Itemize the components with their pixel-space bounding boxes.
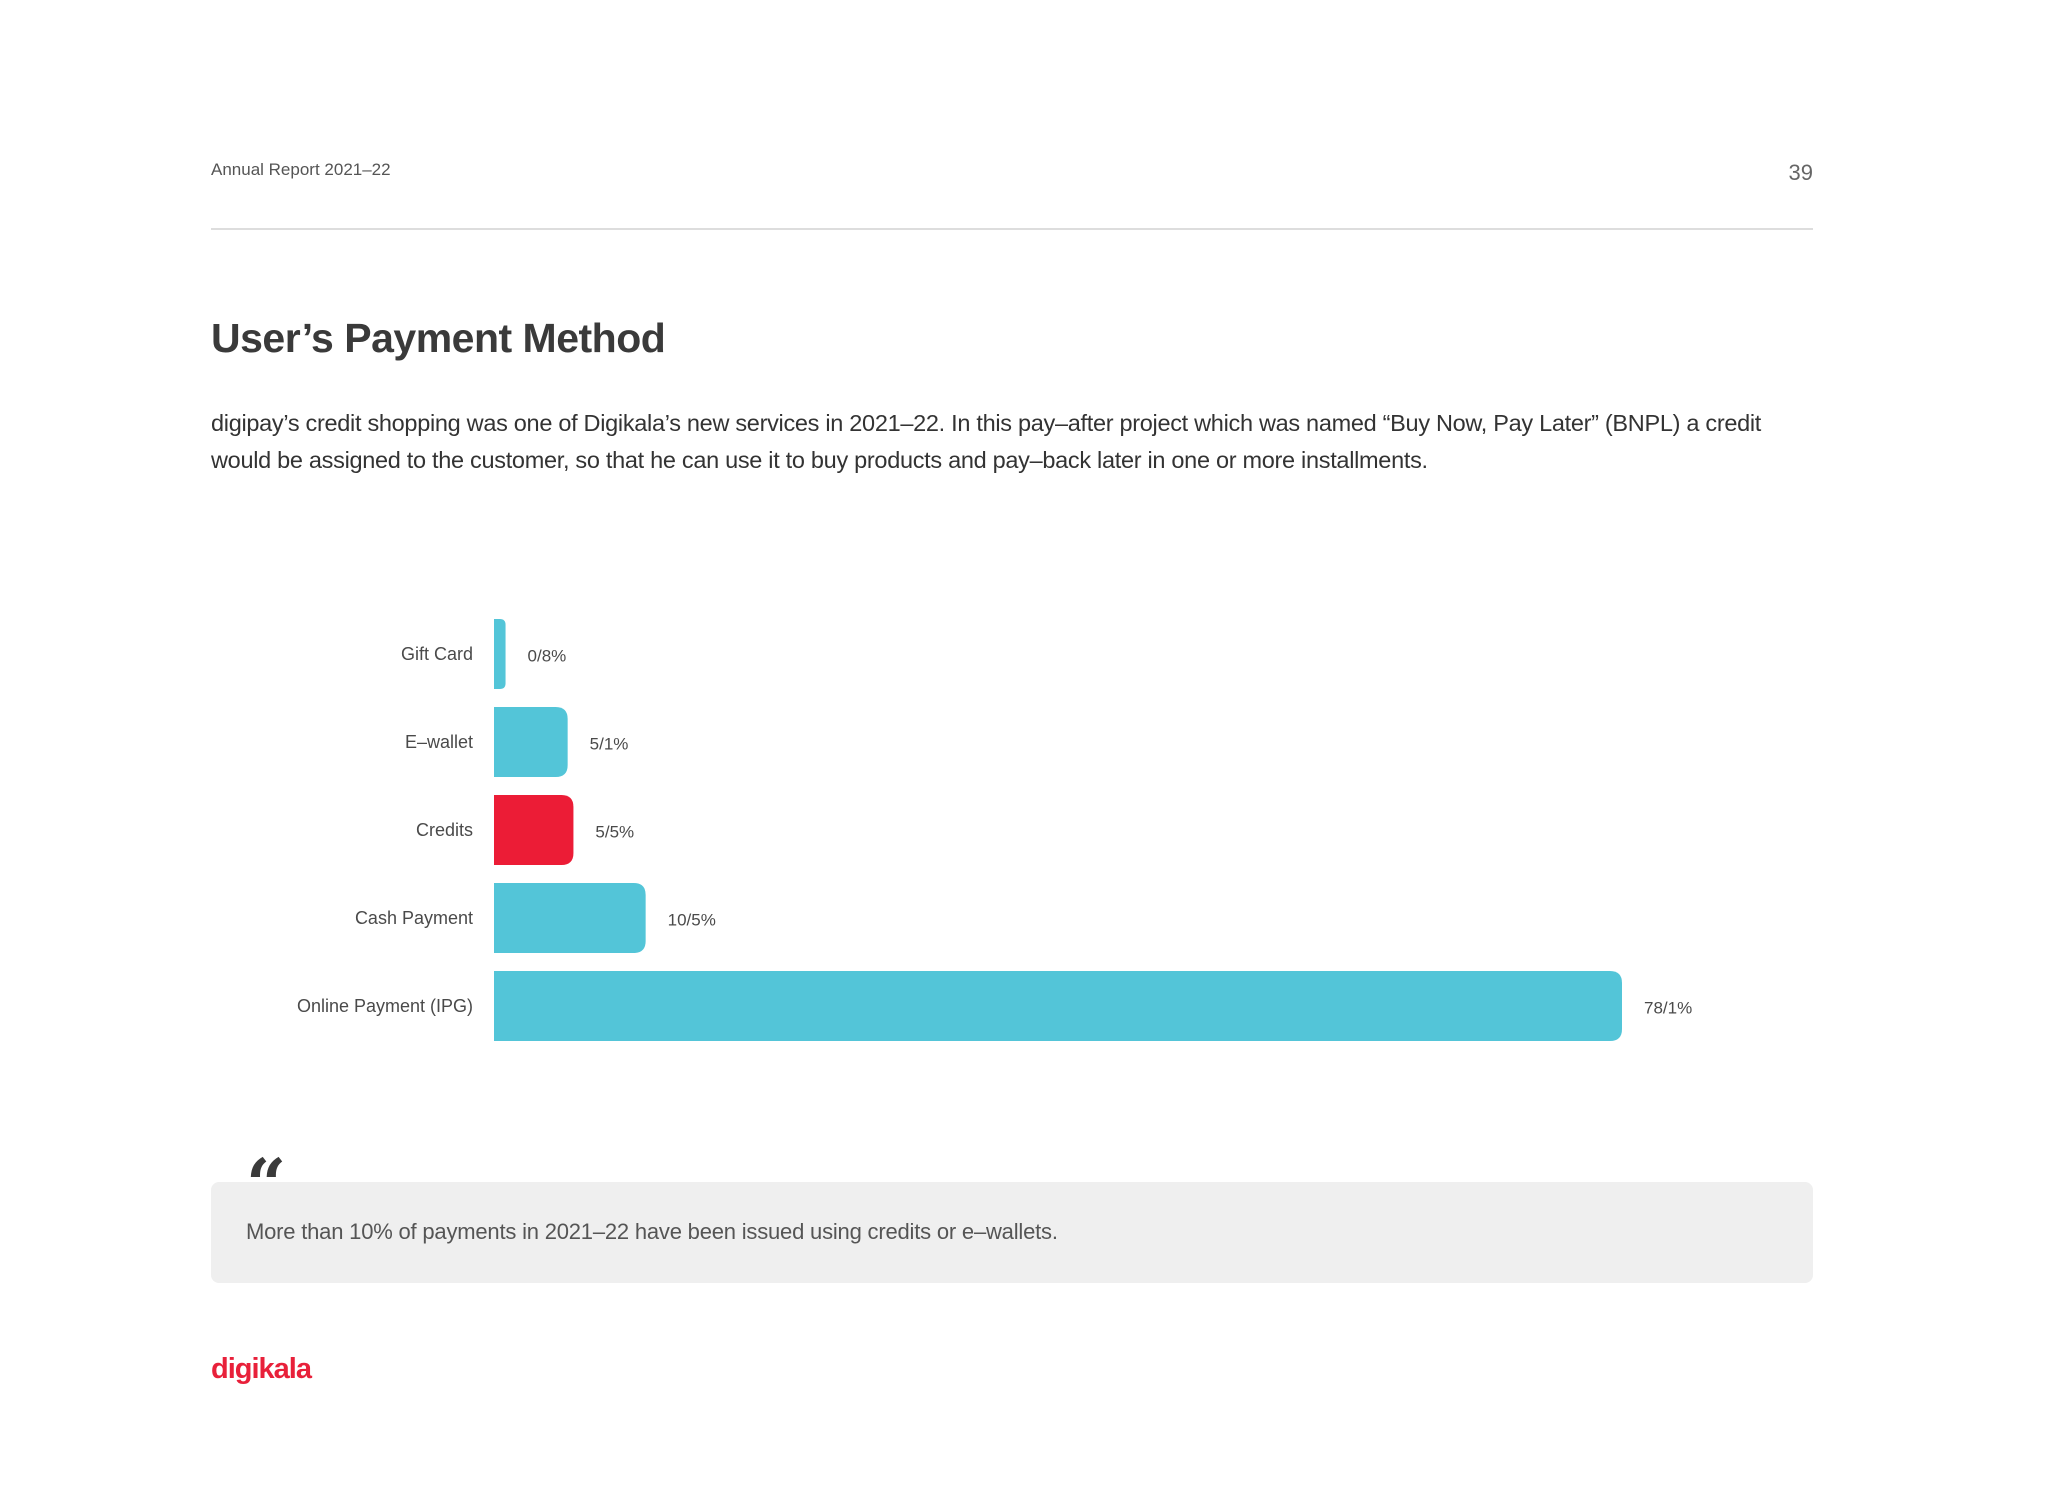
category-label: Gift Card xyxy=(401,644,473,664)
report-title: Annual Report 2021–22 xyxy=(211,160,391,179)
value-label: 5/5% xyxy=(595,823,634,842)
value-label: 10/5% xyxy=(668,911,716,930)
bar-4 xyxy=(494,971,1622,1041)
bar-3 xyxy=(494,883,646,953)
bar-2 xyxy=(494,795,574,865)
bar-0 xyxy=(494,619,506,689)
category-label: Online Payment (IPG) xyxy=(297,996,473,1016)
section-title: User’s Payment Method xyxy=(211,315,666,361)
bar-1 xyxy=(494,707,568,777)
digikala-logo: digikala xyxy=(211,1353,312,1385)
category-label: Credits xyxy=(416,820,473,840)
category-label: Cash Payment xyxy=(355,908,473,928)
intro-paragraph: digipay’s credit shopping was one of Dig… xyxy=(211,410,1762,473)
value-label: 78/1% xyxy=(1644,999,1692,1018)
callout-text: More than 10% of payments in 2021–22 hav… xyxy=(246,1219,1058,1244)
value-label: 5/1% xyxy=(590,735,629,754)
header-divider xyxy=(211,228,1813,230)
page-number: 39 xyxy=(1788,160,1813,185)
callout-box xyxy=(211,1182,1813,1283)
value-label: 0/8% xyxy=(528,647,567,666)
category-label: E–wallet xyxy=(405,732,473,752)
quote-mark-icon: “ xyxy=(246,1143,287,1226)
